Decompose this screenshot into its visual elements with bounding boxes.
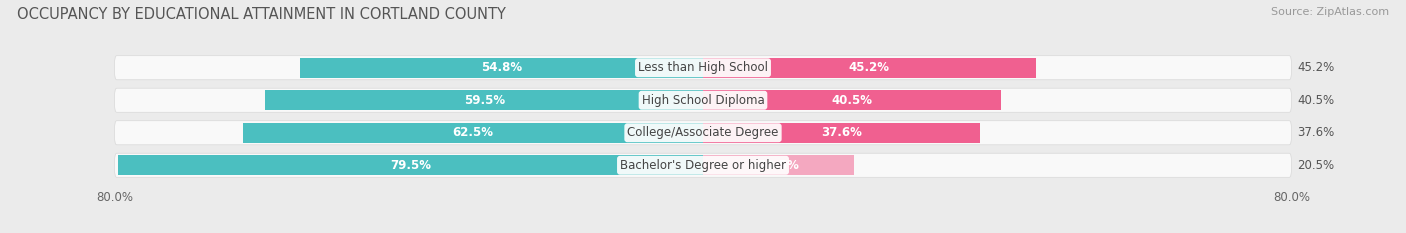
- Text: Less than High School: Less than High School: [638, 61, 768, 74]
- FancyBboxPatch shape: [114, 88, 1292, 112]
- Text: 45.2%: 45.2%: [849, 61, 890, 74]
- Text: 37.6%: 37.6%: [821, 126, 862, 139]
- Text: 40.5%: 40.5%: [831, 94, 873, 107]
- Text: High School Diploma: High School Diploma: [641, 94, 765, 107]
- Text: 40.5%: 40.5%: [1298, 94, 1334, 107]
- Text: OCCUPANCY BY EDUCATIONAL ATTAINMENT IN CORTLAND COUNTY: OCCUPANCY BY EDUCATIONAL ATTAINMENT IN C…: [17, 7, 506, 22]
- Text: 20.5%: 20.5%: [758, 159, 799, 172]
- Text: 20.5%: 20.5%: [1298, 159, 1334, 172]
- Text: 54.8%: 54.8%: [481, 61, 522, 74]
- Bar: [299, 58, 703, 78]
- Text: 59.5%: 59.5%: [464, 94, 505, 107]
- Bar: [118, 155, 703, 175]
- Bar: [703, 90, 1001, 110]
- Text: 45.2%: 45.2%: [1298, 61, 1334, 74]
- Bar: [703, 58, 1036, 78]
- Text: 79.5%: 79.5%: [389, 159, 432, 172]
- Bar: [243, 123, 703, 143]
- Bar: [703, 123, 980, 143]
- Text: 37.6%: 37.6%: [1298, 126, 1334, 139]
- Bar: [703, 155, 853, 175]
- FancyBboxPatch shape: [114, 121, 1292, 145]
- Text: College/Associate Degree: College/Associate Degree: [627, 126, 779, 139]
- Text: Source: ZipAtlas.com: Source: ZipAtlas.com: [1271, 7, 1389, 17]
- Bar: [266, 90, 703, 110]
- Text: 62.5%: 62.5%: [453, 126, 494, 139]
- FancyBboxPatch shape: [114, 153, 1292, 177]
- Text: Bachelor's Degree or higher: Bachelor's Degree or higher: [620, 159, 786, 172]
- FancyBboxPatch shape: [114, 56, 1292, 80]
